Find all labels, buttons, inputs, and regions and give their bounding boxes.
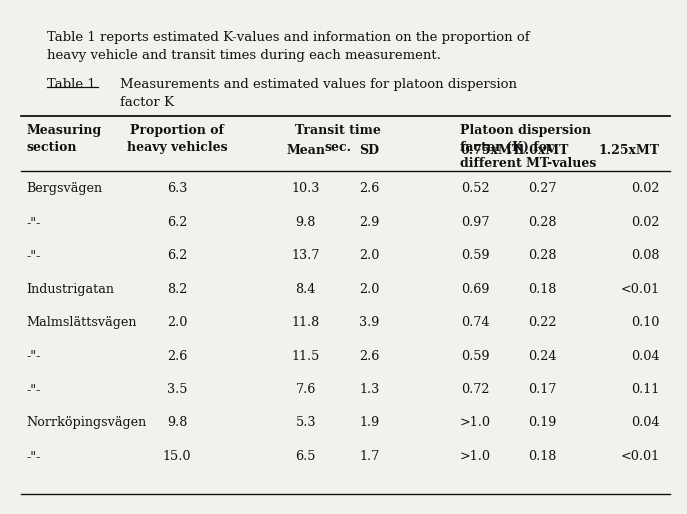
Text: -"-: -"- xyxy=(26,249,41,262)
Text: 6.5: 6.5 xyxy=(295,450,316,463)
Text: 1.7: 1.7 xyxy=(359,450,380,463)
Text: 2.0: 2.0 xyxy=(359,283,380,296)
Text: heavy vehicles: heavy vehicles xyxy=(127,141,227,154)
Text: Proportion of: Proportion of xyxy=(131,124,224,137)
Text: 8.4: 8.4 xyxy=(295,283,316,296)
Text: <0.01: <0.01 xyxy=(620,450,660,463)
Text: 15.0: 15.0 xyxy=(163,450,192,463)
Text: 2.6: 2.6 xyxy=(359,182,380,195)
Text: 0.97: 0.97 xyxy=(461,216,490,229)
Text: 0.27: 0.27 xyxy=(528,182,557,195)
Text: heavy vehicle and transit times during each measurement.: heavy vehicle and transit times during e… xyxy=(47,49,440,62)
Text: Bergsvägen: Bergsvägen xyxy=(26,182,102,195)
Text: 3.5: 3.5 xyxy=(167,383,188,396)
Text: 1.0xMT: 1.0xMT xyxy=(517,144,569,157)
Text: 0.11: 0.11 xyxy=(631,383,660,396)
Text: 5.3: 5.3 xyxy=(295,416,316,429)
Text: 11.8: 11.8 xyxy=(291,316,320,329)
Text: 0.18: 0.18 xyxy=(528,450,557,463)
Text: 3.9: 3.9 xyxy=(359,316,380,329)
Text: 0.22: 0.22 xyxy=(528,316,557,329)
Text: 0.69: 0.69 xyxy=(461,283,490,296)
Text: 0.59: 0.59 xyxy=(461,249,490,262)
Text: 2.6: 2.6 xyxy=(167,350,188,362)
Text: Measurements and estimated values for platoon dispersion: Measurements and estimated values for pl… xyxy=(120,78,517,91)
Text: Mean: Mean xyxy=(286,144,325,157)
Text: Platoon dispersion: Platoon dispersion xyxy=(460,124,592,137)
Text: different MT-values: different MT-values xyxy=(460,157,597,170)
Text: Malmslättsvägen: Malmslättsvägen xyxy=(26,316,137,329)
Text: 9.8: 9.8 xyxy=(167,416,188,429)
Text: 0.08: 0.08 xyxy=(631,249,660,262)
Text: Table 1 reports estimated K-values and information on the proportion of: Table 1 reports estimated K-values and i… xyxy=(47,31,530,44)
Text: 6.2: 6.2 xyxy=(167,216,188,229)
Text: 0.74: 0.74 xyxy=(461,316,490,329)
Text: 0.04: 0.04 xyxy=(631,350,660,362)
Text: 2.6: 2.6 xyxy=(359,350,380,362)
Text: factor K: factor K xyxy=(120,96,174,109)
Text: 2.9: 2.9 xyxy=(359,216,380,229)
Text: Norrköpingsvägen: Norrköpingsvägen xyxy=(26,416,146,429)
Text: 0.18: 0.18 xyxy=(528,283,557,296)
Text: 0.59: 0.59 xyxy=(461,350,490,362)
Text: Measuring: Measuring xyxy=(26,124,102,137)
Text: 1.3: 1.3 xyxy=(359,383,380,396)
Text: 13.7: 13.7 xyxy=(291,249,320,262)
Text: -"-: -"- xyxy=(26,383,41,396)
Text: 0.02: 0.02 xyxy=(631,182,660,195)
Text: 0.24: 0.24 xyxy=(528,350,557,362)
Text: SD: SD xyxy=(359,144,380,157)
Text: 1.9: 1.9 xyxy=(359,416,380,429)
Text: 2.0: 2.0 xyxy=(359,249,380,262)
Text: sec.: sec. xyxy=(324,141,351,154)
Text: 0.28: 0.28 xyxy=(528,249,557,262)
Text: -"-: -"- xyxy=(26,216,41,229)
Text: 8.2: 8.2 xyxy=(167,283,188,296)
Text: 7.6: 7.6 xyxy=(295,383,316,396)
Text: 10.3: 10.3 xyxy=(291,182,320,195)
Text: 0.17: 0.17 xyxy=(528,383,557,396)
Text: Table 1: Table 1 xyxy=(47,78,95,91)
Text: 1.25xMT: 1.25xMT xyxy=(598,144,660,157)
Text: 0.72: 0.72 xyxy=(461,383,490,396)
Text: Transit time: Transit time xyxy=(295,124,381,137)
Text: >1.0: >1.0 xyxy=(460,450,491,463)
Text: -"-: -"- xyxy=(26,350,41,362)
Text: 0.10: 0.10 xyxy=(631,316,660,329)
Text: >1.0: >1.0 xyxy=(460,416,491,429)
Text: 6.3: 6.3 xyxy=(167,182,188,195)
Text: 2.0: 2.0 xyxy=(167,316,188,329)
Text: 0.75xMT: 0.75xMT xyxy=(460,144,521,157)
Text: 0.52: 0.52 xyxy=(461,182,490,195)
Text: -"-: -"- xyxy=(26,450,41,463)
Text: factor (K) for: factor (K) for xyxy=(460,141,554,154)
Text: 0.28: 0.28 xyxy=(528,216,557,229)
Text: 9.8: 9.8 xyxy=(295,216,316,229)
Text: 0.19: 0.19 xyxy=(528,416,557,429)
Text: Industrigatan: Industrigatan xyxy=(26,283,114,296)
Text: 0.02: 0.02 xyxy=(631,216,660,229)
Text: section: section xyxy=(26,141,77,154)
Text: 0.04: 0.04 xyxy=(631,416,660,429)
Text: 6.2: 6.2 xyxy=(167,249,188,262)
Text: 11.5: 11.5 xyxy=(291,350,320,362)
Text: <0.01: <0.01 xyxy=(620,283,660,296)
